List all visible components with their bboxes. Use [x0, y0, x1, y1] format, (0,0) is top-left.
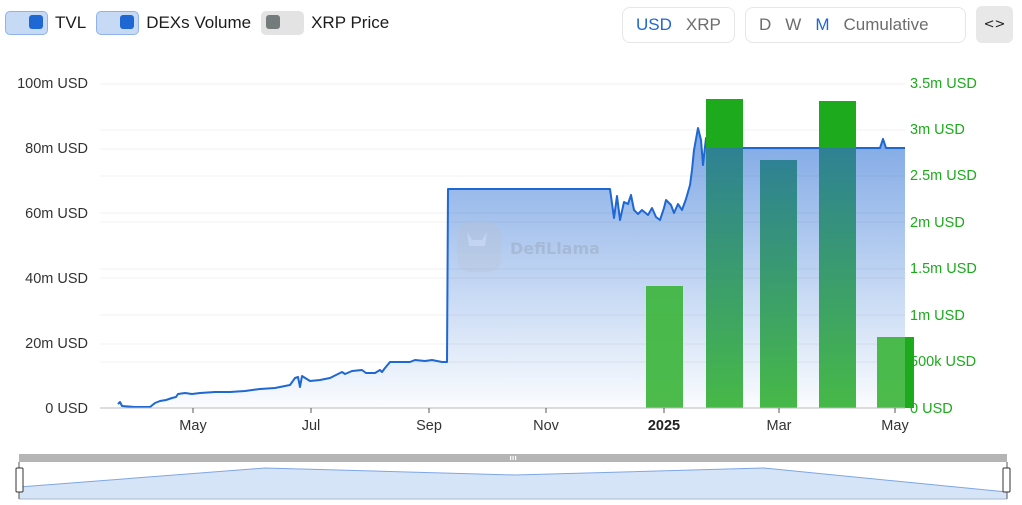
- dexs-volume-bars: [646, 99, 914, 408]
- x-axis-ticks: [192, 408, 896, 413]
- tvl-line: [117, 127, 905, 408]
- bar-feb-2025[interactable]: [706, 148, 743, 408]
- defillama-watermark: DefiLlama: [457, 222, 600, 272]
- x-tick-label: Mar: [767, 418, 792, 434]
- y-left-tick: 100m USD: [17, 76, 88, 92]
- period-w-button[interactable]: W: [785, 15, 802, 34]
- y-right-tick: 2.5m USD: [910, 168, 977, 184]
- range-slider-preview-area: [19, 468, 1007, 499]
- y-left-tick: 80m USD: [25, 141, 88, 157]
- y-right-tick: 0 USD: [910, 401, 953, 417]
- embed-button[interactable]: <>: [976, 6, 1013, 43]
- y-left-tick: 20m USD: [25, 336, 88, 352]
- bar-may-2025[interactable]: [877, 337, 905, 408]
- y-right-tick: 3m USD: [910, 122, 965, 138]
- denomination-selector: USD XRP: [622, 7, 735, 43]
- y-right-tick: 3.5m USD: [910, 76, 977, 92]
- x-tick-label: Nov: [533, 418, 560, 434]
- y-right-tick: 500k USD: [910, 354, 976, 370]
- legend-item-dexs-volume[interactable]: DEXs Volume: [96, 11, 251, 35]
- toggle-knob: [266, 15, 281, 29]
- legend: TVL DEXs Volume XRP Price: [5, 11, 389, 35]
- bar-apr-2025[interactable]: [819, 148, 856, 408]
- y-right-tick: 2m USD: [910, 215, 965, 231]
- x-tick-label: May: [881, 418, 909, 434]
- period-d-button[interactable]: D: [759, 15, 772, 34]
- y-right-tick: 1m USD: [910, 308, 965, 324]
- period-selector: D W M Cumulative: [745, 7, 966, 43]
- bar-apr-2025-top: [819, 101, 856, 148]
- bar-feb-2025-top: [706, 99, 743, 148]
- toggle-knob: [120, 15, 135, 29]
- range-slider-handle-left[interactable]: [15, 467, 24, 493]
- watermark-text: DefiLlama: [510, 239, 600, 258]
- denomination-usd-button[interactable]: USD: [636, 15, 672, 34]
- x-tick-label: 2025: [648, 418, 680, 434]
- y-left-tick: 60m USD: [25, 206, 88, 222]
- legend-label-xrp-price: XRP Price: [311, 13, 390, 32]
- range-slider-grip-icon: [510, 456, 517, 460]
- legend-item-xrp-price[interactable]: XRP Price: [261, 11, 389, 35]
- legend-item-tvl[interactable]: TVL: [5, 11, 86, 35]
- x-axis-labels: May Jul Sep Nov 2025 Mar May: [179, 418, 909, 434]
- toggle-knob: [29, 15, 43, 29]
- x-tick-label: Jul: [302, 418, 321, 434]
- bar-may-2025-edge: [905, 337, 914, 408]
- legend-label-tvl: TVL: [55, 13, 87, 32]
- tvl-toggle[interactable]: [5, 11, 48, 35]
- range-slider[interactable]: [15, 454, 1011, 500]
- y-left-tick: 0 USD: [45, 401, 88, 417]
- range-slider-handle-right[interactable]: [1002, 467, 1011, 493]
- range-slider-preview-line: [18, 467, 1008, 493]
- y-right-tick: 1.5m USD: [910, 261, 977, 277]
- y-axis-left: 0 USD 20m USD 40m USD 60m USD 80m USD 10…: [17, 76, 88, 417]
- denomination-xrp-button[interactable]: XRP: [685, 15, 721, 34]
- bar-mar-2025[interactable]: [760, 160, 797, 408]
- legend-label-dexs-volume: DEXs Volume: [146, 13, 252, 32]
- xrp-price-toggle[interactable]: [261, 11, 305, 35]
- dexs-volume-toggle[interactable]: [96, 11, 140, 35]
- period-m-button[interactable]: M: [815, 15, 830, 34]
- y-left-tick: 40m USD: [25, 271, 88, 287]
- x-tick-label: Sep: [416, 418, 442, 434]
- code-icon: <>: [983, 17, 1006, 32]
- bar-jan-2025[interactable]: [646, 286, 683, 408]
- period-cumulative-button[interactable]: Cumulative: [843, 15, 929, 34]
- x-tick-label: May: [179, 418, 207, 434]
- y-axis-right: 0 USD 500k USD 1m USD 1.5m USD 2m USD 2.…: [910, 76, 977, 417]
